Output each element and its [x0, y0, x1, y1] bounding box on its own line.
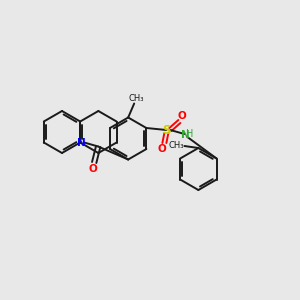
Text: CH₃: CH₃	[128, 94, 144, 103]
Text: N: N	[77, 137, 85, 148]
Text: N: N	[181, 130, 190, 140]
Text: O: O	[158, 144, 167, 154]
Text: S: S	[162, 124, 171, 136]
Text: O: O	[89, 164, 98, 173]
Text: CH₃: CH₃	[169, 140, 184, 149]
Text: O: O	[178, 111, 187, 121]
Text: H: H	[186, 129, 193, 139]
